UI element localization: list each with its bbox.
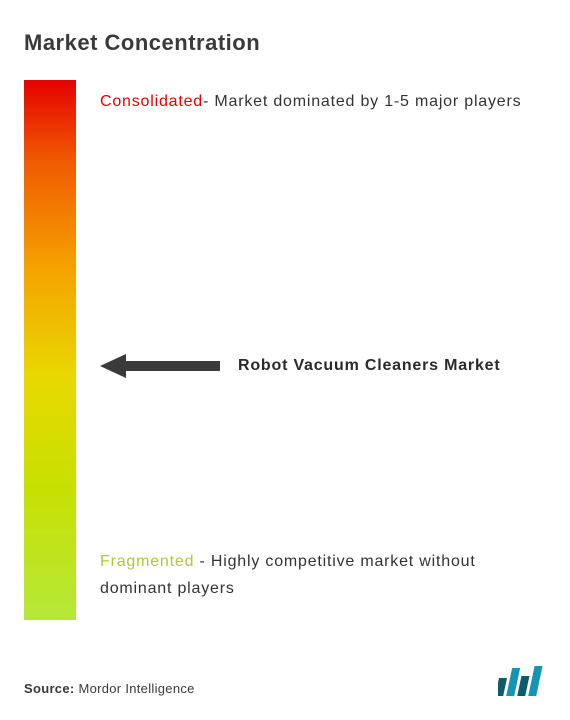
consolidated-label: Consolidated- Market dominated by 1-5 ma… bbox=[100, 88, 546, 115]
text-area: Consolidated- Market dominated by 1-5 ma… bbox=[100, 80, 546, 620]
concentration-gradient-bar bbox=[24, 80, 76, 620]
market-name-label: Robot Vacuum Cleaners Market bbox=[238, 357, 500, 375]
market-marker: Robot Vacuum Cleaners Market bbox=[100, 354, 500, 378]
arrow-left-icon bbox=[100, 354, 220, 378]
source-attribution: Source: Mordor Intelligence bbox=[24, 681, 195, 696]
footer: Source: Mordor Intelligence bbox=[24, 664, 546, 696]
fragmented-label: Fragmented - Highly competitive market w… bbox=[100, 548, 546, 602]
mordor-logo-icon bbox=[498, 664, 546, 696]
chart-title: Market Concentration bbox=[24, 30, 546, 56]
chart-content: Consolidated- Market dominated by 1-5 ma… bbox=[24, 80, 546, 620]
consolidated-rest: - Market dominated by 1-5 major players bbox=[203, 93, 521, 110]
consolidated-keyword: Consolidated bbox=[100, 93, 203, 110]
gradient-svg bbox=[24, 80, 76, 620]
source-value: Mordor Intelligence bbox=[78, 681, 194, 696]
source-label: Source: bbox=[24, 681, 75, 696]
fragmented-keyword: Fragmented bbox=[100, 553, 194, 570]
